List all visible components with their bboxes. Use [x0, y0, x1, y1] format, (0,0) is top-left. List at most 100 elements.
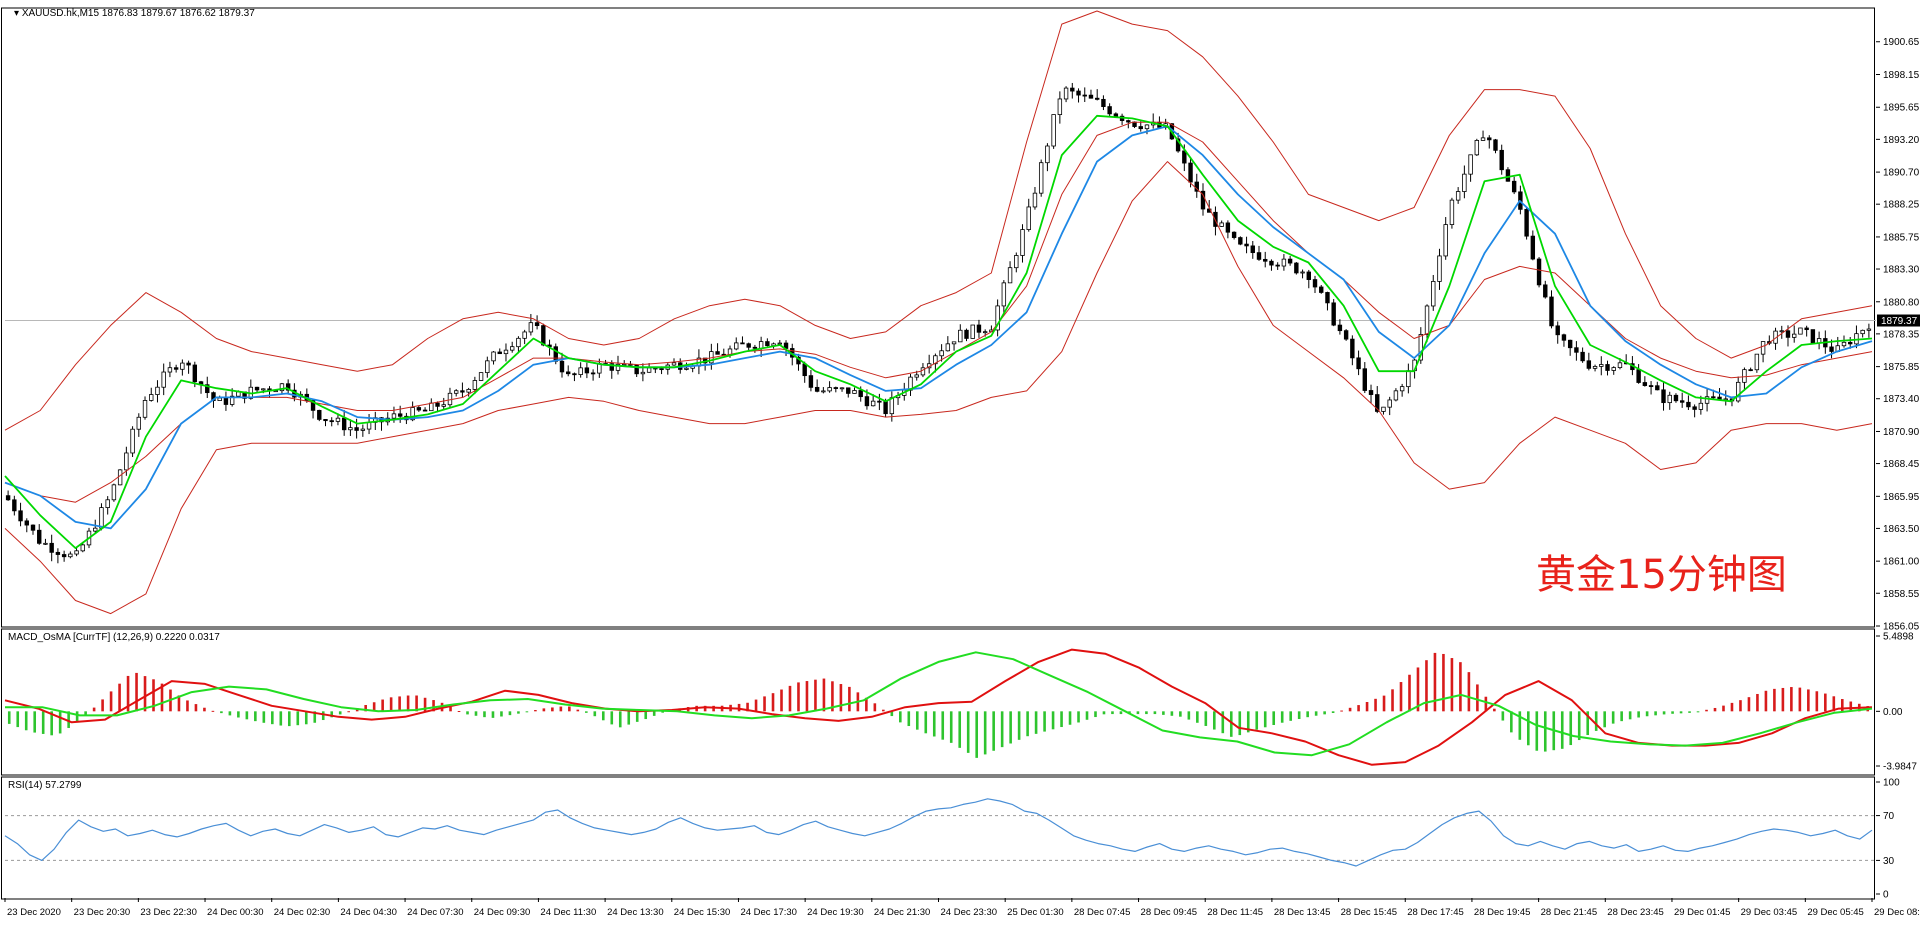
time-tick-label: 28 Dec 07:45	[1074, 907, 1131, 918]
candle-body	[964, 329, 969, 339]
macd-histogram-bar	[1433, 652, 1437, 712]
macd-histogram-bar	[406, 695, 410, 712]
price-tick-label: 1875.85	[1883, 362, 1920, 373]
rsi-tick-label: 30	[1883, 856, 1895, 867]
macd-histogram-bar	[457, 711, 461, 713]
candle-body	[958, 329, 963, 343]
candle-body	[435, 402, 440, 407]
macd-histogram-bar	[237, 711, 240, 718]
candle-body	[1530, 235, 1536, 260]
macd-histogram-bar	[517, 711, 520, 714]
candle-body	[466, 388, 471, 393]
candle-body	[1841, 341, 1847, 347]
candle-body	[43, 542, 48, 545]
candle-body	[93, 527, 98, 532]
chevron-down-icon[interactable]: ▾	[14, 8, 20, 19]
candle-body	[460, 390, 465, 393]
macd-line	[4, 648, 1873, 766]
time-tick-label: 29 Dec 08:45	[1874, 907, 1920, 918]
time-tick-label: 24 Dec 04:30	[340, 907, 397, 918]
candle-body	[1455, 191, 1461, 201]
candle-body	[1325, 292, 1330, 304]
candle-body	[1511, 180, 1517, 193]
macd-histogram-bar	[1077, 711, 1080, 723]
candle-body	[1536, 258, 1542, 286]
macd-histogram-bar	[831, 681, 834, 712]
macd-histogram-bar	[1790, 687, 1793, 712]
candle-body	[1742, 369, 1747, 383]
macd-histogram-bar	[372, 702, 376, 712]
time-tick-label: 29 Dec 05:45	[1807, 907, 1864, 918]
macd-histogram-bar	[585, 711, 588, 713]
macd-histogram-bar	[966, 711, 970, 753]
macd-histogram-bar	[338, 711, 342, 715]
macd-histogram-bar	[1705, 709, 1708, 712]
macd-histogram-bar	[983, 711, 987, 755]
macd-histogram-bar	[126, 675, 130, 712]
candle-body	[1182, 150, 1187, 164]
candle-body	[634, 364, 639, 375]
macd-histogram-bar	[534, 710, 537, 712]
candle-body	[1468, 154, 1473, 175]
rsi-header: RSI(14) 57.2799	[8, 780, 82, 791]
macd-histogram-bar	[1586, 711, 1590, 736]
macd-histogram-bar	[1145, 711, 1148, 715]
candle-body	[933, 355, 938, 365]
macd-histogram-bar	[160, 683, 164, 712]
macd-histogram-bar	[1518, 711, 1522, 740]
candle-body	[111, 484, 117, 501]
candle-body	[1798, 327, 1803, 335]
candle-body	[1343, 330, 1349, 340]
macd-histogram-bar	[271, 711, 274, 725]
candle-body	[1287, 258, 1293, 264]
macd-histogram-bar	[1840, 699, 1844, 712]
candle-body	[1499, 149, 1504, 171]
candle-body	[684, 367, 689, 370]
candle-body	[1735, 381, 1741, 402]
candle-body	[429, 402, 434, 412]
macd-histogram-bar	[1365, 701, 1369, 712]
macd-histogram-bar	[1094, 711, 1097, 718]
candle-body	[534, 322, 540, 327]
candle-body	[1375, 394, 1380, 412]
macd-histogram-bar	[143, 676, 147, 712]
time-tick-label: 28 Dec 17:45	[1407, 907, 1464, 918]
ma-slow-line	[4, 125, 1873, 530]
time-tick-label: 24 Dec 07:30	[407, 907, 464, 918]
candle-body	[1462, 173, 1467, 192]
candle-body	[485, 360, 490, 374]
macd-histogram-bar	[1382, 695, 1386, 712]
bb-lower-line	[4, 161, 1873, 615]
price-tick-label: 1861.00	[1883, 557, 1920, 568]
macd-histogram-bar	[618, 711, 622, 728]
candle-body	[1107, 106, 1112, 115]
macd-histogram-bar	[1637, 711, 1640, 718]
candle-body	[1592, 366, 1598, 369]
candle-body	[1362, 368, 1367, 391]
candle-body	[715, 351, 720, 355]
macd-histogram-bar	[1747, 697, 1751, 712]
macd-histogram-bar	[635, 711, 639, 722]
candle-body	[864, 396, 870, 407]
price-tick-label: 1868.45	[1883, 459, 1920, 470]
macd-histogram-bar	[949, 711, 953, 743]
time-tick-label: 28 Dec 23:45	[1607, 907, 1664, 918]
price-tick-label: 1863.50	[1883, 524, 1920, 535]
macd-histogram-bar	[1832, 696, 1836, 712]
macd-histogram-bar	[644, 711, 648, 720]
time-tick-label: 29 Dec 03:45	[1741, 907, 1798, 918]
macd-histogram-bar	[1119, 711, 1123, 715]
candle-body	[1686, 401, 1691, 408]
macd-histogram-bar	[75, 711, 79, 723]
price-tick-label: 1856.05	[1883, 622, 1920, 633]
macd-histogram-bar	[1654, 711, 1657, 716]
candle-body	[622, 363, 627, 366]
candle-body	[1487, 137, 1492, 141]
macd-histogram-bar	[627, 711, 631, 725]
candle-body	[223, 397, 229, 405]
candle-body	[1810, 329, 1816, 344]
time-tick-label: 24 Dec 00:30	[207, 907, 264, 918]
macd-histogram-bar	[1679, 711, 1683, 714]
chart-watermark: 黄金15分钟图	[1536, 552, 1787, 598]
candle-body	[609, 363, 614, 371]
